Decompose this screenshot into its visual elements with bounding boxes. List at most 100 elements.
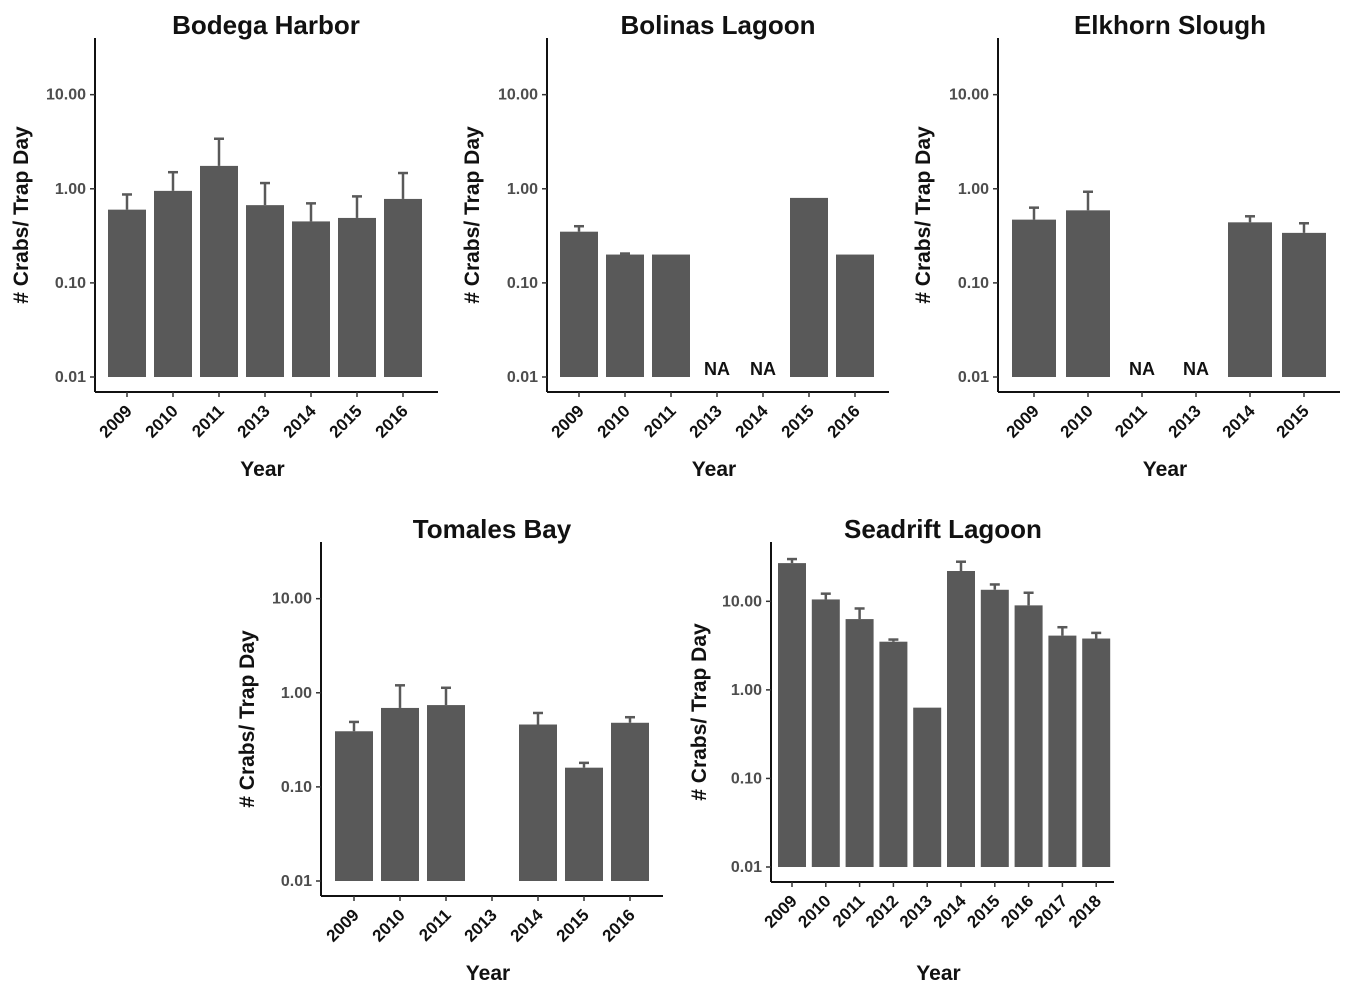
bar-2014 xyxy=(292,221,330,377)
x-tick-label: 2009 xyxy=(548,401,588,441)
x-tick-label: 2011 xyxy=(1111,401,1151,441)
x-tick-label: 2015 xyxy=(326,401,366,441)
x-tick-label: 2017 xyxy=(1031,891,1071,931)
y-tick-label: 10.00 xyxy=(949,87,989,104)
x-tick-label: 2012 xyxy=(862,891,902,931)
x-tick-label: 2011 xyxy=(829,891,869,931)
y-axis-title: # Crabs/ Trap Day xyxy=(236,630,259,808)
x-tick-label: 2011 xyxy=(640,401,680,441)
y-axis-title: # Crabs/ Trap Day xyxy=(461,126,484,304)
y-tick-label: 1.00 xyxy=(507,181,538,198)
bar-2011 xyxy=(200,165,238,377)
y-tick-label: 10.00 xyxy=(272,591,312,608)
bar-2012 xyxy=(879,641,908,867)
x-tick-label: 2010 xyxy=(142,401,182,441)
x-tick-label: 2016 xyxy=(997,891,1037,931)
y-tick-label: 1.00 xyxy=(958,181,989,198)
na-label-2011: NA xyxy=(1129,359,1155,379)
bar-2010 xyxy=(154,190,192,377)
y-tick-label: 10.00 xyxy=(498,87,538,104)
x-tick-label: 2013 xyxy=(234,401,274,441)
x-tick-label: 2015 xyxy=(553,905,593,945)
bar-2009 xyxy=(335,731,373,881)
y-tick-label: 1.00 xyxy=(55,181,86,198)
y-tick-label: 0.10 xyxy=(958,275,989,292)
bar-2009 xyxy=(560,231,598,377)
chart-panel-0: Bodega Harbor 0.01 0.10 1.00 10.00 # Crabs/ T… xyxy=(10,10,438,481)
x-tick-label: 2014 xyxy=(280,401,321,442)
y-tick-label: 1.00 xyxy=(281,685,312,702)
bar-2010 xyxy=(381,707,419,881)
y-tick-label: 0.10 xyxy=(731,770,762,787)
x-tick-label: 2018 xyxy=(1065,891,1105,931)
x-tick-label: 2015 xyxy=(963,891,1003,931)
y-tick-label: 0.10 xyxy=(281,779,312,796)
bar-2015 xyxy=(980,589,1009,867)
x-tick-label: 2011 xyxy=(415,905,455,945)
x-axis-title: Year xyxy=(692,458,736,481)
panel-title: Bolinas Lagoon xyxy=(621,10,816,40)
bar-2009 xyxy=(1012,219,1056,377)
y-tick-label: 1.00 xyxy=(731,682,762,699)
bar-2018 xyxy=(1082,638,1111,867)
bar-2009 xyxy=(778,563,806,867)
na-label-2014: NA xyxy=(750,359,776,379)
bar-2014 xyxy=(947,570,975,867)
bar-2015 xyxy=(1282,232,1326,377)
y-axis-title: # Crabs/ Trap Day xyxy=(688,623,711,801)
x-tick-label: 2016 xyxy=(599,905,639,945)
chart-panel-1: Bolinas Lagoon 0.01 0.10 1.00 10.00 # Crabs/ … xyxy=(461,10,889,481)
x-tick-label: 2015 xyxy=(778,401,818,441)
y-tick-label: 0.10 xyxy=(507,275,538,292)
x-tick-label: 2014 xyxy=(732,401,773,442)
x-tick-label: 2016 xyxy=(824,401,864,441)
x-tick-label: 2014 xyxy=(507,905,548,946)
y-tick-label: 0.01 xyxy=(281,873,312,890)
bar-2013 xyxy=(913,707,942,867)
x-tick-label: 2010 xyxy=(1057,401,1097,441)
bar-2015 xyxy=(565,767,603,881)
x-tick-label: 2009 xyxy=(96,401,136,441)
bar-2016 xyxy=(611,722,649,881)
x-tick-label: 2010 xyxy=(594,401,634,441)
na-label-2013: NA xyxy=(1183,359,1209,379)
panel-title: Tomales Bay xyxy=(413,514,572,544)
bar-2010 xyxy=(811,599,840,867)
x-axis-title: Year xyxy=(466,962,510,984)
bar-2009 xyxy=(108,209,146,377)
bar-2011 xyxy=(652,254,690,377)
y-tick-label: 10.00 xyxy=(46,87,86,104)
bar-2010 xyxy=(1066,210,1110,377)
x-axis-title: Year xyxy=(1143,458,1187,481)
y-tick-label: 0.01 xyxy=(731,859,762,876)
bar-2014 xyxy=(519,724,557,881)
x-tick-label: 2013 xyxy=(896,891,936,931)
y-axis-title: # Crabs/ Trap Day xyxy=(912,126,935,304)
bar-2011 xyxy=(427,705,465,881)
x-tick-label: 2009 xyxy=(1003,401,1043,441)
x-tick-label: 2015 xyxy=(1273,401,1313,441)
y-tick-label: 0.01 xyxy=(55,369,86,386)
panel-title: Bodega Harbor xyxy=(172,10,360,40)
x-axis-title: Year xyxy=(916,962,960,984)
bar-2016 xyxy=(1014,605,1043,867)
x-tick-label: 2009 xyxy=(323,905,363,945)
x-tick-label: 2013 xyxy=(686,401,726,441)
x-tick-label: 2014 xyxy=(930,891,971,932)
x-tick-label: 2009 xyxy=(761,891,801,931)
bar-2016 xyxy=(836,254,874,377)
bar-2014 xyxy=(1228,222,1272,377)
panel-title: Seadrift Lagoon xyxy=(844,514,1042,544)
na-label-2013: NA xyxy=(704,359,730,379)
chart-panel-3: Tomales Bay 0.01 0.10 1.00 10.00 # Crabs/ Tra… xyxy=(236,514,663,984)
x-tick-label: 2014 xyxy=(1219,401,1260,442)
y-axis-title: # Crabs/ Trap Day xyxy=(10,126,33,304)
y-tick-label: 10.00 xyxy=(722,593,762,610)
x-tick-label: 2013 xyxy=(461,905,501,945)
panel-title: Elkhorn Slough xyxy=(1074,10,1266,40)
bar-2013 xyxy=(246,205,284,377)
bar-2010 xyxy=(606,254,644,377)
x-tick-label: 2010 xyxy=(794,891,834,931)
bar-2015 xyxy=(338,217,376,377)
